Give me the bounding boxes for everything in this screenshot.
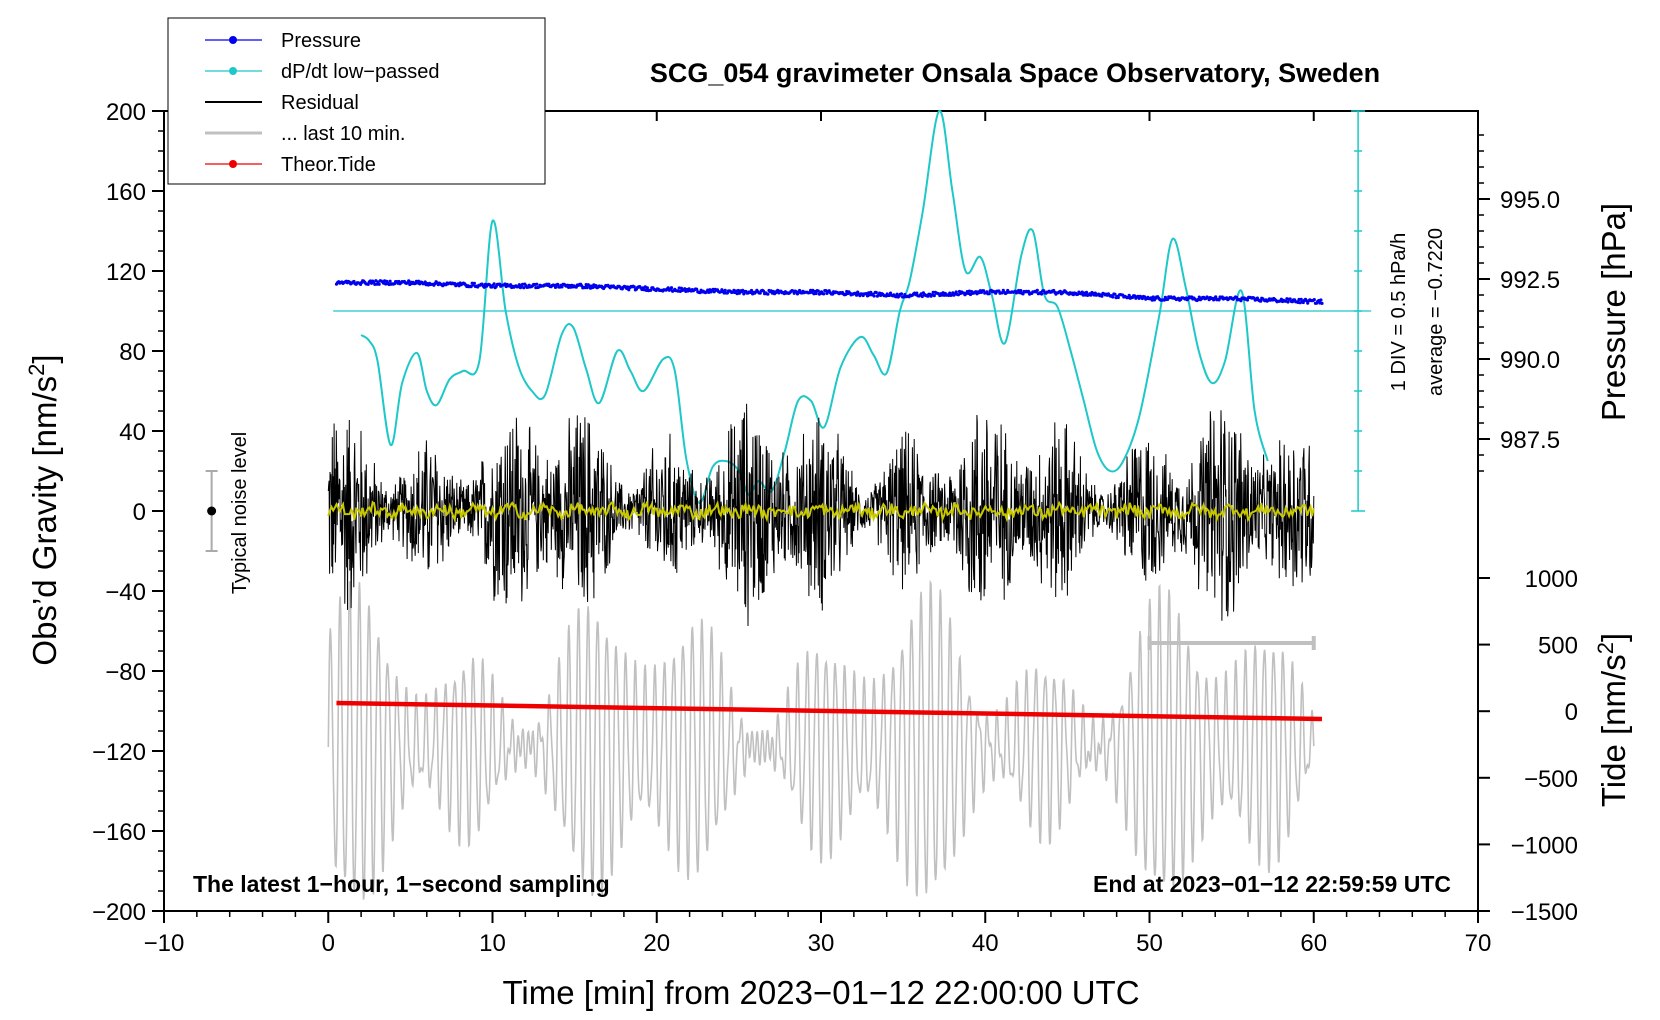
x-tick-label: 60 (1300, 930, 1327, 957)
pressure-tick-label: 987.5 (1500, 427, 1560, 454)
gravity-chart: −10 0 10 20 30 40 50 60 70 200 160 120 80 40 0 −40 −80 −1… (0, 0, 1660, 1020)
y-tick-label: −160 (92, 819, 146, 846)
x-tick-label: 40 (972, 930, 999, 957)
legend-tide-dot (229, 160, 237, 168)
y-tick-label: 0 (133, 499, 146, 526)
legend: Pressure dP/dt low−passed Residual ... l… (168, 18, 545, 184)
y-tick-label: −120 (92, 739, 146, 766)
pressure-tick-label: 995.0 (1500, 187, 1560, 214)
bottom-left-annotation: The latest 1−hour, 1−second sampling (193, 871, 610, 897)
chart-title: SCG_054 gravimeter Onsala Space Observat… (650, 58, 1380, 88)
legend-pressure-dot (229, 36, 237, 44)
x-tick-label: 10 (479, 930, 506, 957)
dpdt-average-label: average = −0.7220 (1425, 228, 1447, 396)
legend-tide-label: Theor.Tide (281, 154, 376, 176)
noise-level-label: Typical noise level (229, 432, 251, 594)
x-axis-title: Time [min] from 2023−01−12 22:00:00 UTC (502, 974, 1139, 1011)
tide-axis-title: Tide [nm/s2] (1593, 633, 1632, 807)
pressure-tick-label: 990.0 (1500, 347, 1560, 374)
legend-dpdt-label: dP/dt low−passed (281, 61, 439, 83)
y-tick-label: 80 (119, 339, 146, 366)
legend-dpdt-dot (229, 67, 237, 75)
y-tick-label: 120 (106, 259, 146, 286)
y-tick-label: −80 (105, 659, 146, 686)
y-tick-label: 160 (106, 179, 146, 206)
tide-tick-label: −1500 (1511, 899, 1578, 926)
x-tick-label: 0 (322, 930, 335, 957)
x-tick-label: 20 (643, 930, 670, 957)
pressure-tick-label: 992.5 (1500, 267, 1560, 294)
bottom-right-annotation: End at 2023−01−12 22:59:59 UTC (1093, 871, 1451, 897)
y-tick-label: 40 (119, 419, 146, 446)
dpdt-scale-label: 1 DIV = 0.5 hPa/h (1388, 233, 1410, 391)
tide-tick-label: −500 (1524, 766, 1578, 793)
tide-tick-label: 1000 (1525, 566, 1578, 593)
x-tick-label: 50 (1136, 930, 1163, 957)
noise-level-center (207, 507, 216, 516)
legend-last10-label: ... last 10 min. (281, 123, 406, 145)
legend-pressure-label: Pressure (281, 30, 361, 52)
tide-tick-label: 0 (1565, 699, 1578, 726)
legend-residual-label: Residual (281, 92, 359, 114)
x-tick-label: 30 (808, 930, 835, 957)
x-tick-label: 70 (1465, 930, 1492, 957)
y-axis-title: Obs’d Gravity [nm/s2] (24, 354, 63, 665)
y-tick-label: −40 (105, 579, 146, 606)
y-tick-label: 200 (106, 99, 146, 126)
x-tick-label: −10 (144, 930, 185, 957)
tide-tick-label: −1000 (1511, 832, 1578, 859)
y-tick-label: −200 (92, 899, 146, 926)
pressure-axis-title: Pressure [hPa] (1595, 203, 1632, 421)
tide-tick-label: 500 (1538, 633, 1578, 660)
